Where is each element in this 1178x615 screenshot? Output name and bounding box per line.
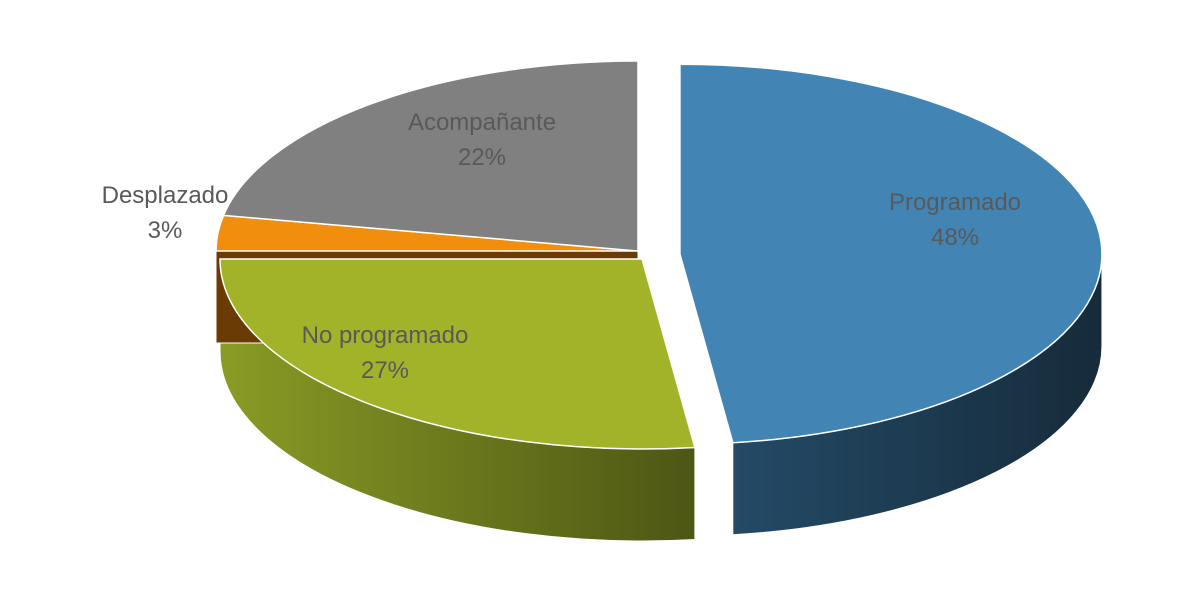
slice-percent-no-programado: 27% xyxy=(361,357,409,384)
pie-slice-programado xyxy=(679,63,1103,444)
slice-label-desplazado: Desplazado xyxy=(102,182,229,209)
pie-slice-no-programado xyxy=(219,258,696,450)
pie-labels: Programado 48% No programado 27% Desplazado 3… xyxy=(102,109,1021,384)
slice-percent-desplazado: 3% xyxy=(148,217,183,244)
slice-percent-acompañante: 22% xyxy=(458,144,506,171)
pie-slice-acompañante xyxy=(222,60,639,252)
slice-label-acompañante: Acompañante xyxy=(408,109,556,136)
slice-percent-programado: 48% xyxy=(931,224,979,251)
pie-tops xyxy=(215,60,1103,450)
slice-label-programado: Programado xyxy=(889,189,1021,216)
slice-label-no-programado: No programado xyxy=(302,322,469,349)
